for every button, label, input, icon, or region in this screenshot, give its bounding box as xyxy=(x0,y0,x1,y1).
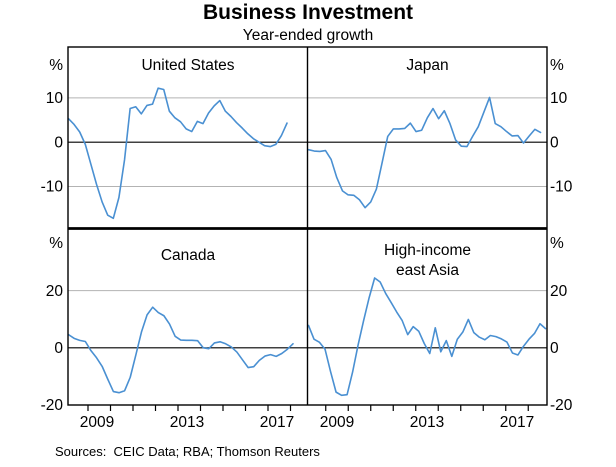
y-axis-label-top-right-0: 0 xyxy=(550,134,559,151)
y-axis-label-bottom-left-0: 0 xyxy=(54,340,63,357)
y-axis-unit-top-left: % xyxy=(49,57,63,74)
panel-title-united-states: United States xyxy=(141,57,235,74)
x-axis-year-label-bottom-left-2017: 2017 xyxy=(260,414,294,431)
page-title: Business Investment xyxy=(202,1,414,24)
panel-title-canada: Canada xyxy=(160,247,216,264)
panel-title-line-1: High-income xyxy=(383,242,471,259)
panel-title-high-income-east-asia: High-income east Asia xyxy=(308,241,547,281)
x-axis-year-label-bottom-right-2017: 2017 xyxy=(500,414,534,431)
y-axis-unit-bottom-right: % xyxy=(550,235,564,252)
y-axis-unit-bottom-left: % xyxy=(49,235,63,252)
y-axis-label-top-right--10: -10 xyxy=(550,179,573,196)
y-axis-label-top-left-10: 10 xyxy=(46,90,64,107)
y-axis-label-bottom-left--20: -20 xyxy=(41,397,64,414)
series-line-top-left xyxy=(67,87,288,220)
y-axis-label-top-right-10: 10 xyxy=(550,90,568,107)
x-axis-year-label-bottom-left-2009: 2009 xyxy=(80,414,114,431)
y-axis-unit-top-right: % xyxy=(550,57,564,74)
y-axis-label-top-left-0: 0 xyxy=(54,134,63,151)
y-axis-label-bottom-left-20: 20 xyxy=(46,283,64,300)
y-axis-label-bottom-right-0: 0 xyxy=(550,340,559,357)
x-axis-year-label-bottom-left-2013: 2013 xyxy=(170,414,204,431)
series-line-bottom-left xyxy=(67,306,294,394)
x-axis-year-label-bottom-right-2009: 2009 xyxy=(320,414,354,431)
y-axis-label-bottom-right--20: -20 xyxy=(550,397,573,414)
page-subtitle: Year-ended growth xyxy=(242,27,374,44)
y-axis-label-bottom-right-20: 20 xyxy=(550,283,568,300)
sources-note: Sources: CEIC Data; RBA; Thomson Reuters xyxy=(55,444,320,459)
panel-title-line-2: east Asia xyxy=(396,262,459,279)
x-axis-year-label-bottom-right-2013: 2013 xyxy=(410,414,444,431)
panel-title-japan: Japan xyxy=(406,57,449,74)
series-line-bottom-right xyxy=(307,277,547,397)
series-line-top-right xyxy=(307,96,542,209)
plot-border xyxy=(67,46,548,406)
y-axis-label-top-left--10: -10 xyxy=(41,179,64,196)
